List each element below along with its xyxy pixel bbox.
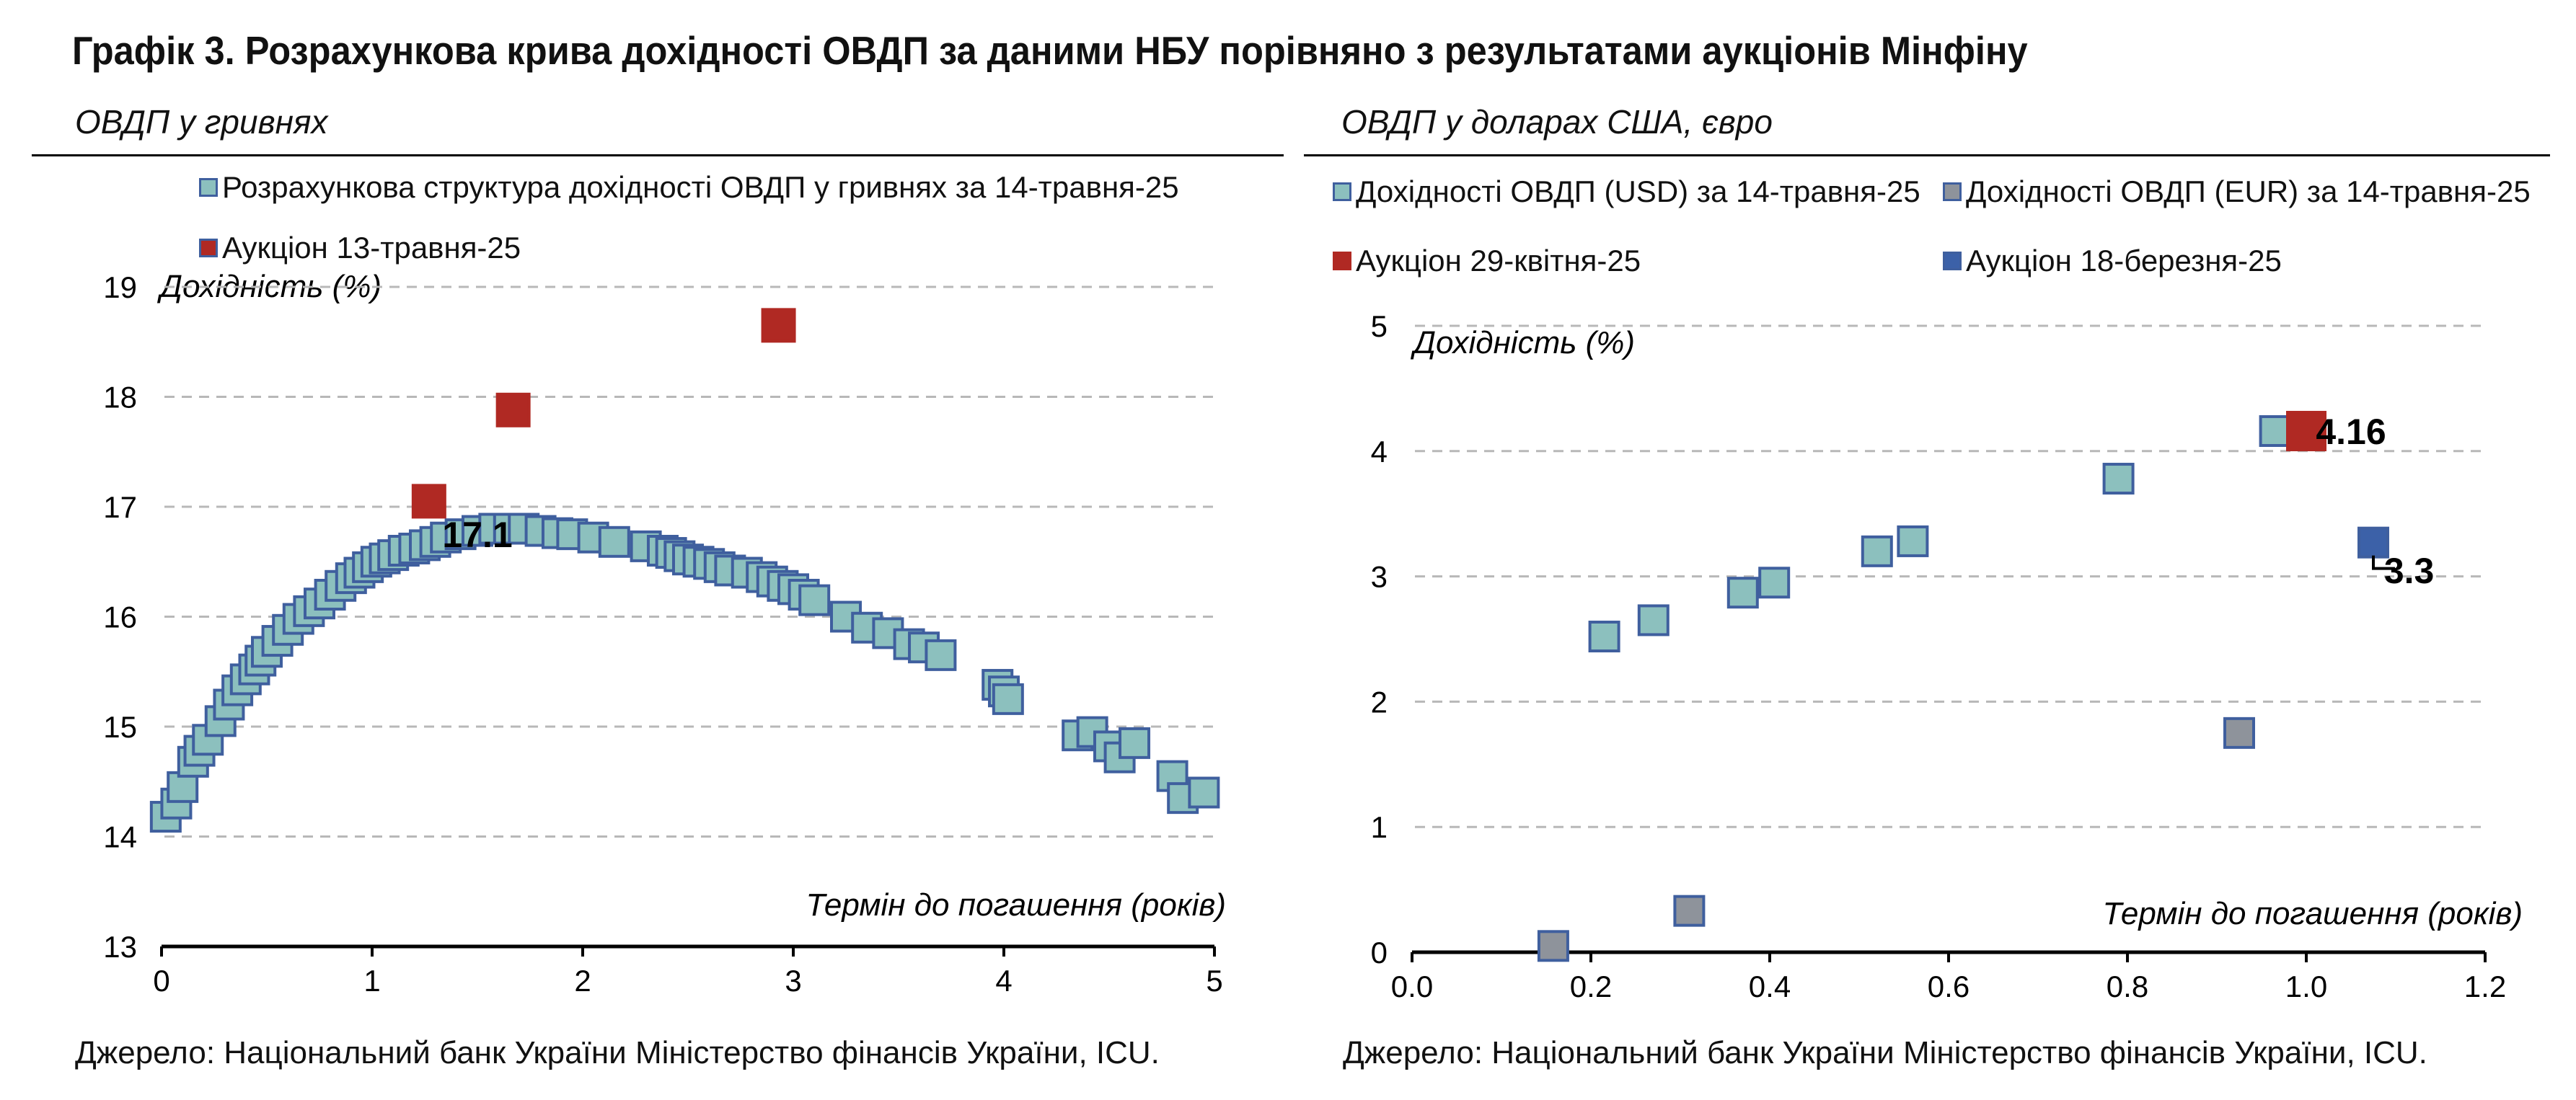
legend-swatch [1943, 182, 1962, 201]
data-label: 4.16 [2316, 412, 2386, 452]
left-source-note: Джерело: Національний банк України Мініс… [75, 1035, 1160, 1070]
legend-swatch [199, 239, 218, 257]
data-point [2286, 410, 2326, 451]
left-legend-item-auction: Аукціон 13-травня-25 [199, 231, 521, 265]
data-point [1119, 727, 1151, 759]
data-point [495, 392, 531, 427]
data-point [908, 631, 940, 664]
data-point [1897, 525, 1929, 557]
data-point [925, 639, 957, 671]
x-tick-label: 0.8 [2107, 970, 2148, 1003]
left-subtitle: ОВДП у гривнях [75, 103, 328, 141]
right-source-note: Джерело: Національний банк України Мініс… [1343, 1035, 2427, 1070]
y-tick-label: 16 [103, 600, 137, 634]
data-point [761, 308, 796, 343]
y-tick-label: 13 [103, 930, 137, 964]
right-legend-item-usd: Дохідності ОВДП (USD) за 14-травня-25 [1333, 174, 1920, 209]
data-point [1637, 604, 1669, 637]
legend-label: Дохідності ОВДП (USD) за 14-травня-25 [1356, 174, 1920, 208]
data-point [2259, 414, 2291, 447]
y-tick-label: 17 [103, 490, 137, 524]
x-tick-label: 1.2 [2464, 970, 2506, 1003]
legend-label: Дохідності ОВДП (EUR) за 14-травня-25 [1966, 174, 2531, 208]
left-legend-item-curve: Розрахункова структура дохідності ОВДП у… [199, 170, 1179, 205]
y-tick-label: 0 [1371, 936, 1388, 970]
x-tick-label: 1 [363, 964, 380, 998]
data-point [798, 584, 831, 616]
right-divider [1304, 154, 2550, 156]
data-label: 3.3 [2384, 551, 2435, 591]
legend-swatch [1333, 182, 1351, 201]
x-tick-label: 3 [785, 964, 801, 998]
legend-swatch [1943, 252, 1962, 270]
y-tick-label: 2 [1371, 685, 1388, 719]
data-point [1726, 577, 1759, 609]
y-axis-label: Дохідність (%) [1410, 325, 1635, 360]
data-point [2223, 717, 2255, 749]
data-label: 17.1 [442, 515, 512, 555]
data-point [1537, 930, 1569, 962]
x-axis-label: Термін до погашення (років) [2102, 896, 2523, 931]
y-tick-label: 18 [103, 381, 137, 414]
data-point [1758, 567, 1791, 599]
y-tick-label: 5 [1371, 309, 1388, 343]
legend-swatch [1333, 252, 1351, 270]
data-point [598, 525, 630, 558]
right-subtitle: ОВДП у доларах США, євро [1341, 103, 1773, 141]
legend-label: Розрахункова структура дохідності ОВДП у… [222, 170, 1179, 204]
data-point [411, 484, 446, 519]
legend-swatch [199, 178, 218, 197]
annotation-leader-line [2372, 555, 2395, 570]
x-tick-label: 0.0 [1391, 970, 1433, 1003]
x-tick-label: 2 [574, 964, 591, 998]
y-tick-label: 19 [103, 270, 137, 304]
right-legend-item-auction-apr: Аукціон 29-квітня-25 [1333, 244, 1641, 278]
y-tick-label: 1 [1371, 810, 1388, 844]
x-tick-label: 0.2 [1570, 970, 1612, 1003]
x-tick-label: 5 [1206, 964, 1222, 998]
data-point [1588, 621, 1620, 653]
x-axis-label: Термін до погашення (років) [806, 887, 1226, 923]
y-tick-label: 15 [103, 710, 137, 744]
y-tick-label: 14 [103, 820, 137, 854]
legend-label: Аукціон 18-березня-25 [1966, 244, 2282, 278]
data-point [1673, 895, 1706, 927]
data-point [1861, 535, 1893, 567]
data-point [1188, 776, 1220, 809]
legend-label: Аукціон 29-квітня-25 [1356, 244, 1641, 278]
left-divider [32, 154, 1284, 156]
right-legend-item-auction-mar: Аукціон 18-березня-25 [1943, 244, 2282, 278]
data-point [2102, 463, 2135, 495]
x-tick-label: 1.0 [2285, 970, 2327, 1003]
x-tick-label: 4 [995, 964, 1012, 998]
right-legend-item-eur: Дохідності ОВДП (EUR) за 14-травня-25 [1943, 174, 2531, 209]
data-point [992, 683, 1024, 715]
y-tick-label: 3 [1371, 560, 1388, 594]
y-tick-label: 4 [1371, 435, 1388, 469]
x-tick-label: 0 [153, 964, 169, 998]
chart-title: Графік 3. Розрахункова крива дохідності … [72, 28, 2028, 73]
legend-label: Аукціон 13-травня-25 [222, 231, 521, 265]
x-tick-label: 0.6 [1928, 970, 1970, 1003]
x-tick-label: 0.4 [1749, 970, 1791, 1003]
